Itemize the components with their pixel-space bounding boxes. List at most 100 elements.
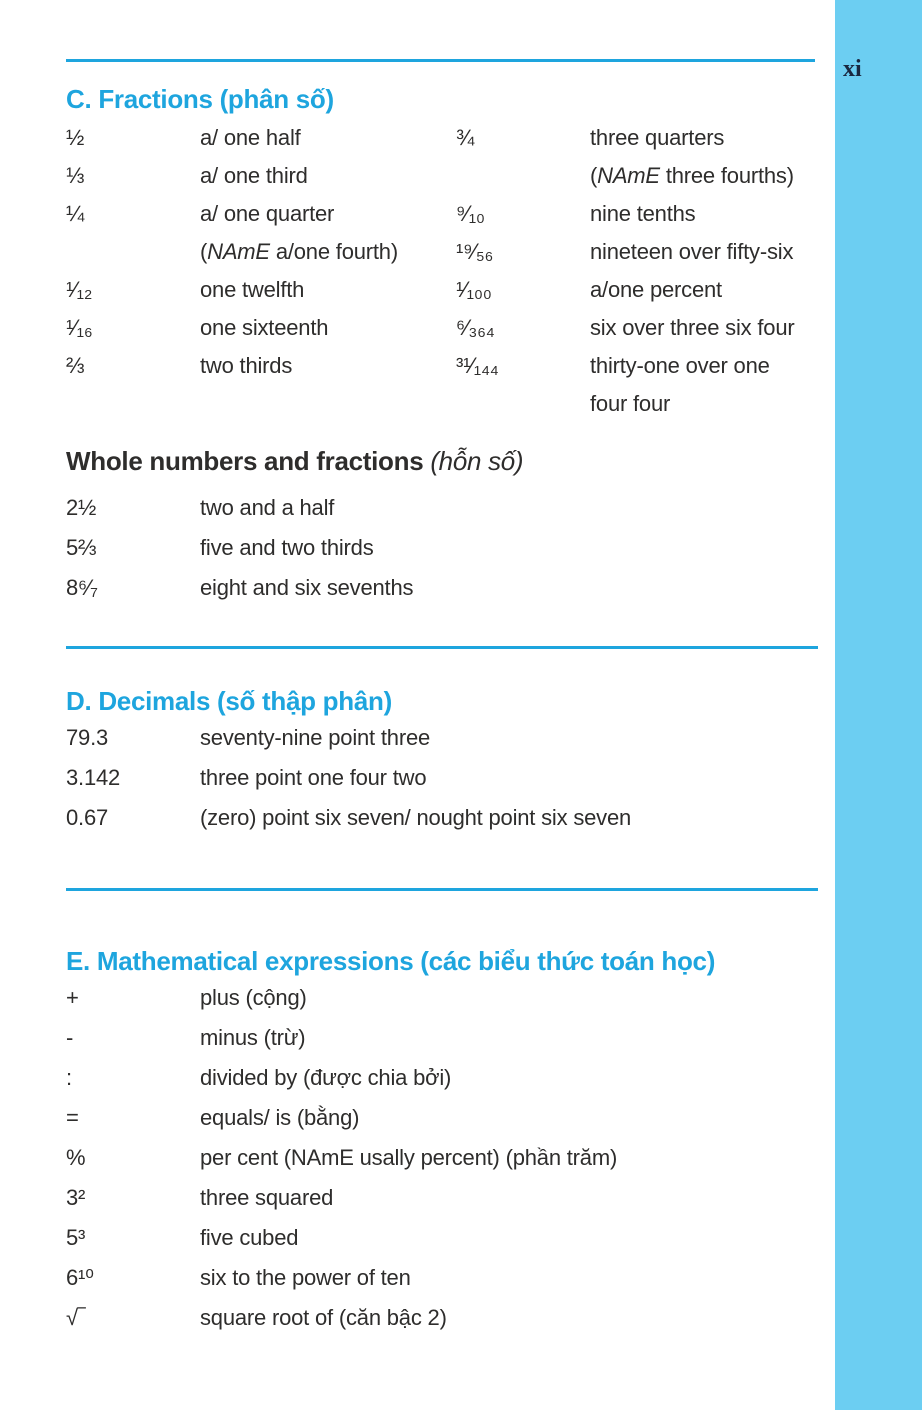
section-heading-math-expressions: E. Mathematical expressions (các biểu th…	[66, 946, 716, 976]
symbol-cell	[66, 385, 200, 423]
symbol-cell: 6¹⁰	[66, 1265, 94, 1290]
symbol-cell	[456, 385, 590, 423]
table-row: 0.67 (zero) point six seven/ nought point…	[66, 798, 820, 838]
symbol-cell: -	[66, 1025, 74, 1050]
symbol-cell: ¹⁄₁₆	[66, 315, 93, 340]
symbol-cell: ⅓	[66, 163, 85, 188]
description-cell: divided by (được chia bởi)	[200, 1065, 452, 1090]
symbol-cell: ½	[66, 125, 85, 150]
symbol-cell: ¹⁄₁₀₀	[456, 277, 492, 302]
table-row: : divided by (được chia bởi)	[66, 1058, 820, 1098]
symbol-cell: ¾	[456, 125, 475, 150]
symbol-cell: ¹⁹⁄₅₆	[456, 239, 494, 264]
table-row: 3.142 three point one four two	[66, 758, 820, 798]
symbol-cell: 3.142	[66, 765, 121, 790]
description-cell: three quarters	[590, 125, 725, 150]
symbol-cell: ¹⁄₁₂	[66, 277, 93, 302]
sidebar-accent-bar	[835, 0, 922, 1410]
description-cell: one sixteenth	[200, 315, 329, 340]
description-cell: four four	[590, 391, 671, 416]
symbol-cell: =	[66, 1105, 79, 1130]
table-row: 8⁶⁄₇ eight and six sevenths	[66, 568, 820, 608]
section-heading-fractions: C. Fractions (phân số)	[66, 84, 334, 114]
description-cell: thirty-one over one	[590, 353, 770, 378]
fractions-table: ½ a/ one half ¾ three quarters ⅓ a/ one third…	[66, 119, 820, 423]
description-cell: two and a half	[200, 495, 335, 520]
description-cell: (NAmE three fourths)	[590, 163, 794, 188]
description-cell: a/ one quarter	[200, 201, 335, 226]
symbol-cell: %	[66, 1145, 86, 1170]
description-cell: square root of (căn bậc 2)	[200, 1305, 447, 1330]
description-cell	[200, 385, 456, 423]
whole-numbers-heading-vietnamese: (hỗn số)	[430, 446, 524, 476]
symbol-cell: ³¹⁄₁₄₄	[456, 353, 499, 378]
table-row: ¹⁄₁₆ one sixteenth ⁶⁄₃₆₄ six over three six…	[66, 309, 820, 347]
table-row: - minus (trừ)	[66, 1018, 820, 1058]
divider-rule	[66, 888, 818, 891]
table-row: ½ a/ one half ¾ three quarters	[66, 119, 820, 157]
description-cell: five and two thirds	[200, 535, 374, 560]
decimals-table: 79.3 seventy-nine point three 3.142 three p…	[66, 718, 820, 838]
symbol-cell: √‾	[66, 1305, 86, 1330]
symbol-cell: +	[66, 985, 79, 1010]
description-cell: five cubed	[200, 1225, 299, 1250]
description-cell: plus (cộng)	[200, 985, 307, 1010]
symbol-cell: 2½	[66, 495, 97, 520]
top-divider-rule	[66, 59, 815, 62]
symbol-cell: 0.67	[66, 805, 109, 830]
table-row: 2½ two and a half	[66, 488, 820, 528]
description-cell: two thirds	[200, 353, 293, 378]
table-row: √‾ square root of (căn bậc 2)	[66, 1298, 820, 1338]
description-cell: a/one percent	[590, 277, 722, 302]
description-cell: (zero) point six seven/ nought point six…	[200, 805, 632, 830]
table-row: ¹⁄₁₂ one twelfth ¹⁄₁₀₀ a/one percent	[66, 271, 820, 309]
description-cell: (NAmE a/one fourth)	[200, 239, 398, 264]
section-heading-decimals: D. Decimals (số thập phân)	[66, 686, 392, 716]
table-row: ⅓ a/ one third (NAmE three fourths)	[66, 157, 820, 195]
description-cell: per cent (NAmE usally percent) (phần tră…	[200, 1145, 618, 1170]
symbol-cell	[456, 157, 590, 195]
divider-rule	[66, 646, 818, 649]
description-cell: three squared	[200, 1185, 334, 1210]
table-row: (NAmE a/one fourth) ¹⁹⁄₅₆ nineteen over fi…	[66, 233, 820, 271]
table-row: 6¹⁰ six to the power of ten	[66, 1258, 820, 1298]
symbol-cell: ⁶⁄₃₆₄	[456, 315, 495, 340]
description-cell: eight and six sevenths	[200, 575, 414, 600]
symbol-cell: :	[66, 1065, 72, 1090]
whole-numbers-table: 2½ two and a half 5⅔ five and two thirds 8⁶⁄…	[66, 488, 820, 608]
page-number: xi	[843, 56, 862, 82]
description-cell: one twelfth	[200, 277, 305, 302]
description-cell: six to the power of ten	[200, 1265, 411, 1290]
description-cell: nineteen over fifty-six	[590, 239, 794, 264]
description-cell: a/ one third	[200, 163, 308, 188]
description-cell: three point one four two	[200, 765, 427, 790]
table-row: ⅔ two thirds ³¹⁄₁₄₄ thirty-one over one	[66, 347, 820, 385]
symbol-cell: ⁹⁄₁₀	[456, 201, 485, 226]
symbol-cell: ¼	[66, 201, 85, 226]
whole-numbers-heading-text: Whole numbers and fractions	[66, 446, 431, 476]
symbol-cell	[66, 233, 200, 271]
symbol-cell: 5³	[66, 1225, 86, 1250]
description-cell: nine tenths	[590, 201, 696, 226]
math-expressions-table: + plus (cộng) - minus (trừ): divided by (đượ…	[66, 978, 820, 1338]
table-row: 5⅔ five and two thirds	[66, 528, 820, 568]
symbol-cell: 79.3	[66, 725, 109, 750]
table-row: 3² three squared	[66, 1178, 820, 1218]
symbol-cell: ⅔	[66, 353, 85, 378]
description-cell: minus (trừ)	[200, 1025, 306, 1050]
table-row: ¼ a/ one quarter ⁹⁄₁₀ nine tenths	[66, 195, 820, 233]
description-cell: seventy-nine point three	[200, 725, 431, 750]
description-cell: six over three six four	[590, 315, 795, 340]
symbol-cell: 5⅔	[66, 535, 97, 560]
table-row: 5³ five cubed	[66, 1218, 820, 1258]
table-row: 79.3 seventy-nine point three	[66, 718, 820, 758]
table-row: = equals/ is (bằng)	[66, 1098, 820, 1138]
symbol-cell: 8⁶⁄₇	[66, 575, 98, 600]
description-cell: equals/ is (bằng)	[200, 1105, 360, 1130]
table-row: four four	[66, 385, 820, 423]
description-cell: a/ one half	[200, 125, 301, 150]
table-row: + plus (cộng)	[66, 978, 820, 1018]
section-heading-whole-numbers: Whole numbers and fractions (hỗn số)	[66, 446, 524, 477]
table-row: % per cent (NAmE usally percent) (phần tr…	[66, 1138, 820, 1178]
